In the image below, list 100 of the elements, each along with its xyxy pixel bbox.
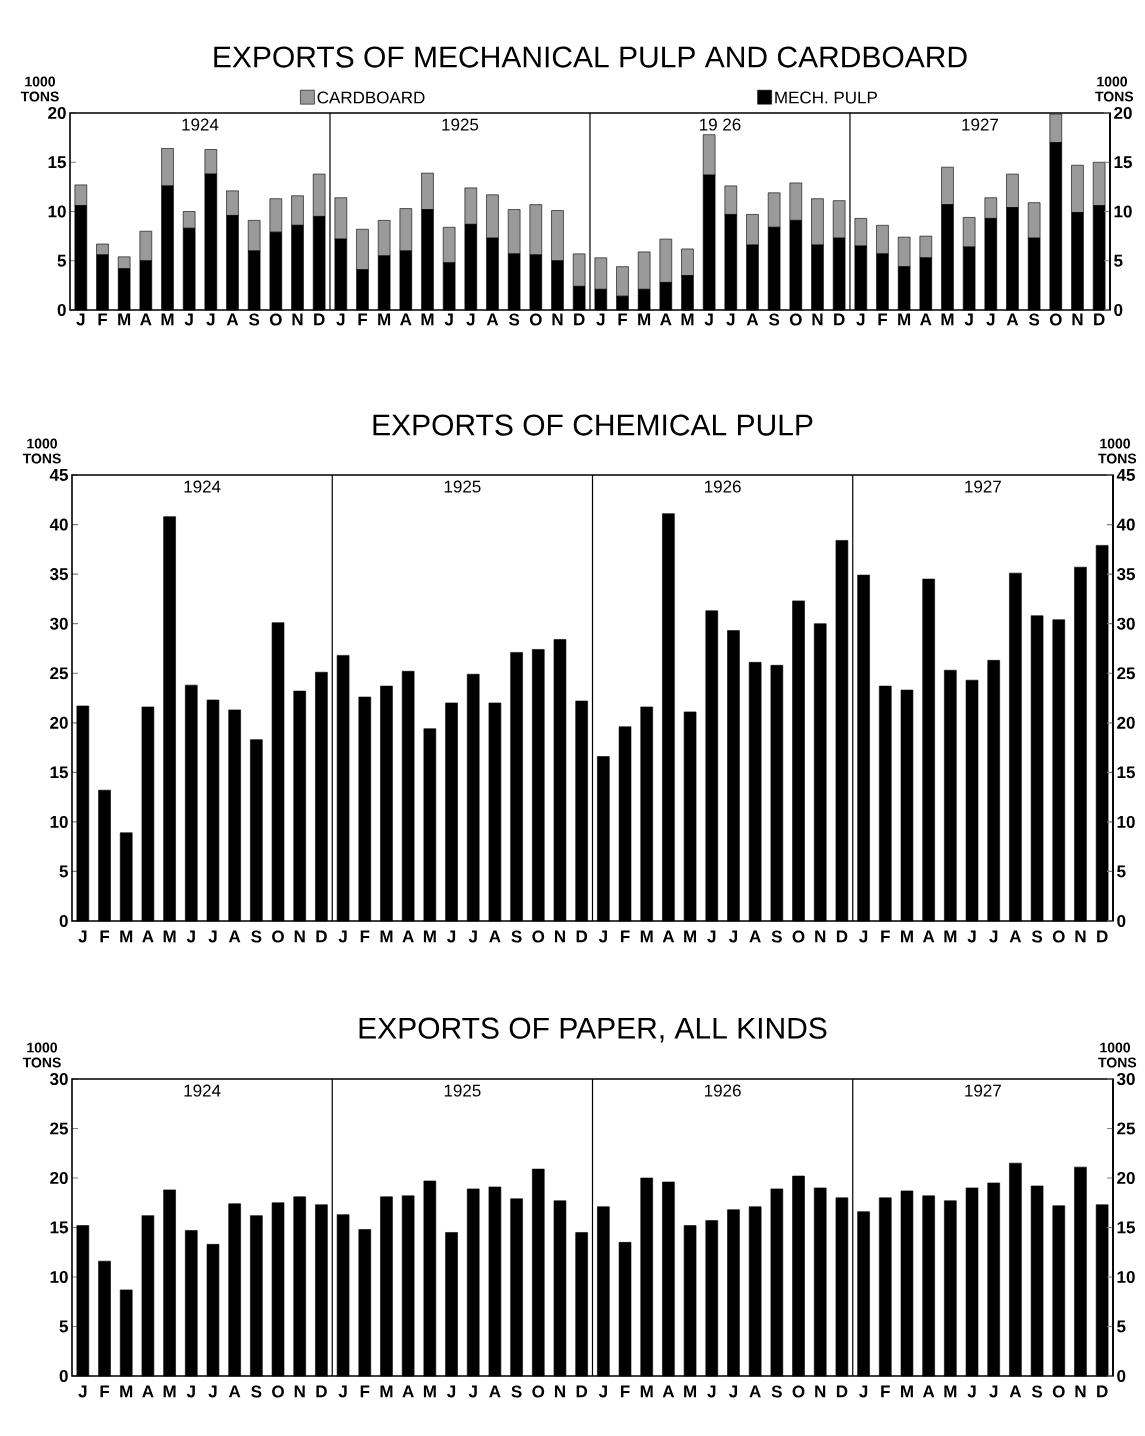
annotation: 1924 xyxy=(184,480,221,493)
y2-tick-label: 5 xyxy=(1117,865,1126,878)
y-tick-label: 0 xyxy=(59,914,68,928)
x-tick-label: A xyxy=(142,1385,154,1398)
y-tick-label: 5 xyxy=(59,865,68,878)
x-tick-label: J xyxy=(704,313,713,326)
x-tick-label: M xyxy=(638,313,651,326)
x-tick-label: S xyxy=(771,930,782,943)
x-tick-label: A xyxy=(920,313,932,326)
x-tick-label: D xyxy=(1097,1385,1108,1398)
x-tick-label: J xyxy=(447,930,456,943)
x-tick-label: D xyxy=(576,930,588,943)
x-tick-label: J xyxy=(208,1385,217,1398)
x-tick-label: N xyxy=(1075,1385,1086,1398)
y2-tick-label: 15 xyxy=(1117,766,1135,779)
x-tick-label: M xyxy=(684,1385,697,1398)
x-tick-label: F xyxy=(620,1385,630,1398)
x-tick-label: N xyxy=(1072,313,1083,326)
y2-tick-label: 10 xyxy=(1117,1270,1135,1284)
x-tick-label: J xyxy=(859,930,868,943)
annotation: 19 26 xyxy=(700,118,741,131)
legend-label: MECH. PULP xyxy=(775,91,877,104)
y2-axis-title: 1000 TONS xyxy=(1098,1042,1137,1068)
y-tick-label: 5 xyxy=(57,254,66,267)
y2-tick-label: 0 xyxy=(1117,1369,1126,1383)
x-tick-label: O xyxy=(532,1385,545,1398)
x-tick-label: J xyxy=(468,1385,477,1398)
x-tick-label: M xyxy=(378,313,391,326)
y-tick-label: 10 xyxy=(50,815,68,828)
x-tick-label: J xyxy=(967,930,976,943)
legend-label: CARDBOARD xyxy=(317,91,425,104)
x-tick-label: J xyxy=(186,930,195,943)
y2-tick-label: 25 xyxy=(1117,1122,1135,1135)
x-tick-label: A xyxy=(922,930,935,943)
y-tick-label: 10 xyxy=(48,205,66,218)
x-tick-label: M xyxy=(640,930,653,943)
x-tick-label: M xyxy=(118,313,131,326)
y2-tick-label: 30 xyxy=(1116,617,1135,630)
x-tick-label: F xyxy=(618,313,628,326)
y-tick-label: 30 xyxy=(49,617,68,630)
y2-tick-label: 5 xyxy=(1117,1320,1126,1333)
x-tick-label: F xyxy=(100,930,110,943)
y-tick-label: 15 xyxy=(50,1221,68,1234)
y-tick-label: 5 xyxy=(59,1320,68,1333)
x-tick-label: M xyxy=(901,1385,913,1398)
x-tick-label: O xyxy=(272,1385,284,1398)
y2-tick-label: 20 xyxy=(1117,1171,1135,1185)
x-tick-label: M xyxy=(640,1385,653,1398)
x-tick-label: M xyxy=(163,1385,176,1398)
y2-tick-label: 25 xyxy=(1117,667,1135,680)
x-tick-label: M xyxy=(941,313,954,326)
y-axis-title: 1000 TONS xyxy=(22,1042,61,1068)
x-tick-label: J xyxy=(596,313,605,326)
y2-tick-label: 20 xyxy=(1114,106,1132,120)
y2-axis-title: 1000 TONS xyxy=(1095,76,1134,102)
x-tick-label: D xyxy=(1094,313,1105,326)
y2-axis-title: 1000 TONS xyxy=(1098,438,1137,464)
x-tick-label: A xyxy=(140,313,152,326)
x-tick-label: M xyxy=(161,313,174,326)
annotation: 1924 xyxy=(182,118,219,131)
x-tick-label: J xyxy=(856,313,865,326)
x-tick-label: S xyxy=(1031,1385,1043,1398)
y-tick-label: 20 xyxy=(50,716,68,729)
x-tick-label: D xyxy=(314,313,325,326)
y2-tick-label: 40 xyxy=(1116,518,1135,531)
x-tick-label: J xyxy=(726,313,735,326)
x-tick-label: D xyxy=(316,930,327,943)
x-tick-label: O xyxy=(1049,313,1062,326)
x-tick-label: O xyxy=(532,930,545,943)
annotation: 1927 xyxy=(965,480,1001,493)
x-tick-label: J xyxy=(707,930,716,943)
x-tick-label: N xyxy=(1075,930,1086,943)
y2-tick-label: 20 xyxy=(1117,716,1135,729)
x-tick-label: J xyxy=(206,313,215,326)
y-tick-label: 0 xyxy=(57,303,66,317)
x-tick-label: A xyxy=(1006,313,1019,326)
y2-tick-label: 15 xyxy=(1117,1221,1135,1234)
x-tick-label: J xyxy=(447,1385,456,1398)
x-tick-label: M xyxy=(120,1385,133,1398)
y-tick-label: 20 xyxy=(50,1171,68,1185)
y-tick-label: 0 xyxy=(59,1369,68,1383)
x-tick-label: N xyxy=(815,930,826,943)
x-tick-label: M xyxy=(898,313,911,326)
x-tick-label: S xyxy=(251,1385,262,1398)
x-tick-label: F xyxy=(878,313,888,326)
y-tick-label: 20 xyxy=(48,106,66,120)
x-tick-label: F xyxy=(358,313,368,326)
y-tick-label: 25 xyxy=(50,667,68,680)
x-tick-label: A xyxy=(746,313,759,326)
x-tick-label: N xyxy=(294,930,305,943)
x-tick-label: J xyxy=(76,313,85,326)
y-tick-label: 10 xyxy=(50,1270,68,1284)
x-tick-label: J xyxy=(728,930,738,943)
annotation: 1927 xyxy=(965,1084,1001,1097)
x-tick-label: S xyxy=(768,313,780,326)
x-tick-label: J xyxy=(184,313,193,326)
x-tick-label: S xyxy=(1028,313,1040,326)
y-tick-label: 15 xyxy=(48,156,66,169)
x-tick-label: J xyxy=(466,313,475,326)
y2-tick-label: 0 xyxy=(1114,303,1123,317)
